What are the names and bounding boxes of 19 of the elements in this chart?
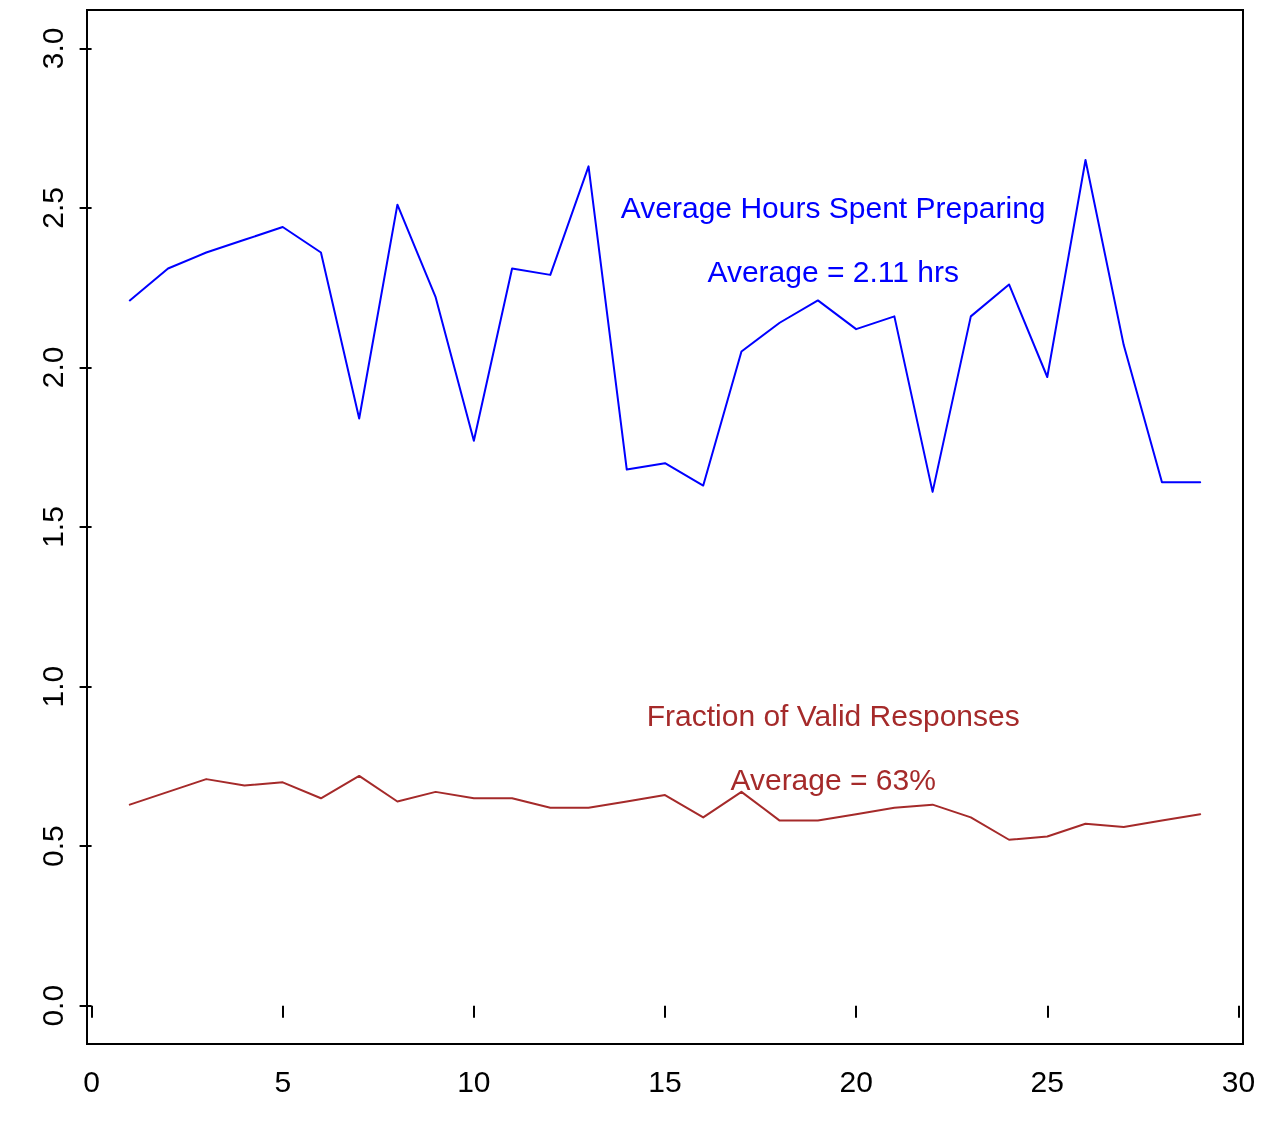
y-tick-label: 2.5 [35, 187, 69, 229]
x-tick-label: 10 [457, 1064, 491, 1098]
y-tick-label: 3.0 [35, 27, 69, 70]
x-tick-label: 20 [839, 1064, 873, 1098]
x-tick-label: 5 [274, 1064, 292, 1098]
series-label: Average Hours Spent Preparing [620, 191, 1046, 225]
x-tick-label: 0 [83, 1064, 100, 1098]
y-tick-label: 0.0 [35, 984, 69, 1027]
x-tick-label: 25 [1030, 1064, 1064, 1098]
y-tick-label: 2.0 [35, 346, 69, 389]
text: Fraction of Valid Responses [646, 698, 1020, 732]
line-series [128, 158, 1202, 493]
annotation: Average = 63% [730, 762, 936, 796]
x-tick-label: 15 [648, 1064, 682, 1098]
y-tick-label: 1.0 [35, 665, 69, 708]
y-tick-label: 1.5 [35, 506, 69, 548]
annotation: Average = 2.11 hrs [707, 255, 959, 289]
y-tick-label: 0.5 [35, 825, 69, 867]
x-tick-label: 30 [1221, 1064, 1256, 1098]
